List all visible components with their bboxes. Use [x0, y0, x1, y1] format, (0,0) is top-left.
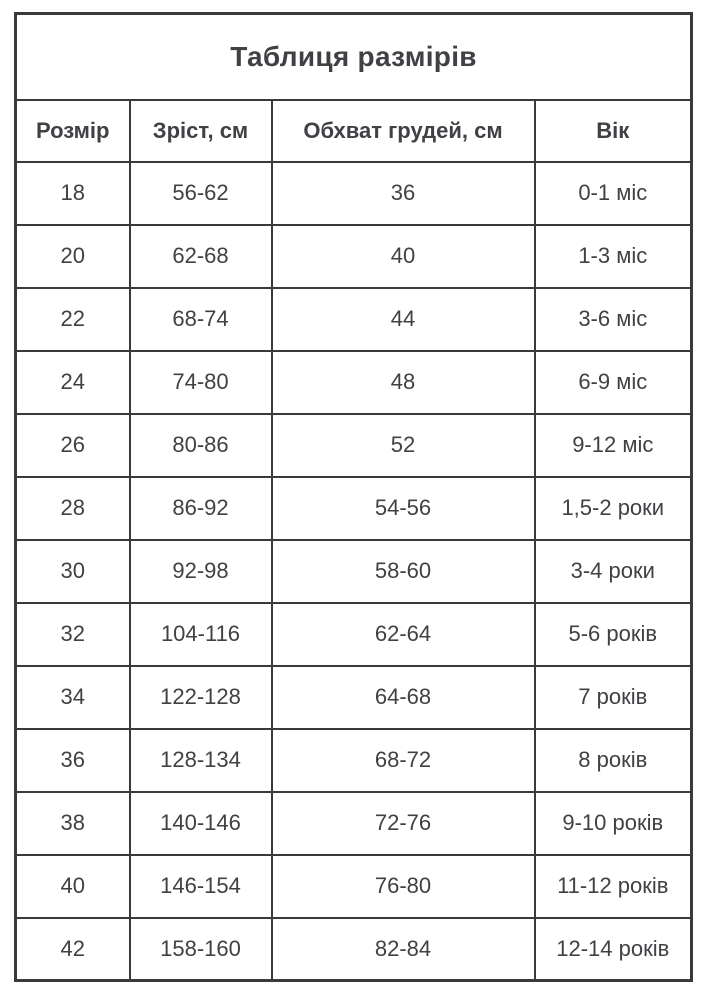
table-row: 20 62-68 40 1-3 міс	[14, 223, 693, 289]
cell-height: 128-134	[128, 727, 273, 793]
table-row: 34 122-128 64-68 7 років	[14, 664, 693, 730]
cell-height: 62-68	[128, 223, 273, 289]
cell-size: 26	[14, 412, 131, 478]
cell-size: 18	[14, 160, 131, 226]
cell-chest: 36	[270, 160, 536, 226]
cell-age: 9-12 міс	[533, 412, 693, 478]
cell-size: 20	[14, 223, 131, 289]
cell-chest: 62-64	[270, 601, 536, 667]
cell-chest: 76-80	[270, 853, 536, 919]
table-header-row: Розмір Зріст, см Обхват грудей, см Вік	[14, 98, 693, 163]
cell-height: 86-92	[128, 475, 273, 541]
cell-age: 8 років	[533, 727, 693, 793]
table-row: 28 86-92 54-56 1,5-2 роки	[14, 475, 693, 541]
table-row: 36 128-134 68-72 8 років	[14, 727, 693, 793]
table-row: 22 68-74 44 3-6 міс	[14, 286, 693, 352]
cell-height: 140-146	[128, 790, 273, 856]
cell-height: 74-80	[128, 349, 273, 415]
cell-chest: 68-72	[270, 727, 536, 793]
cell-size: 36	[14, 727, 131, 793]
cell-size: 30	[14, 538, 131, 604]
cell-age: 12-14 років	[533, 916, 693, 982]
table-title: Таблиця размірів	[14, 12, 693, 101]
cell-height: 92-98	[128, 538, 273, 604]
cell-size: 40	[14, 853, 131, 919]
cell-height: 158-160	[128, 916, 273, 982]
cell-chest: 64-68	[270, 664, 536, 730]
table-row: 38 140-146 72-76 9-10 років	[14, 790, 693, 856]
cell-age: 1,5-2 роки	[533, 475, 693, 541]
cell-chest: 40	[270, 223, 536, 289]
cell-size: 24	[14, 349, 131, 415]
cell-age: 3-6 міс	[533, 286, 693, 352]
table-row: 18 56-62 36 0-1 міс	[14, 160, 693, 226]
table-title-row: Таблиця размірів	[14, 12, 693, 101]
cell-age: 6-9 міс	[533, 349, 693, 415]
cell-size: 32	[14, 601, 131, 667]
column-header-height: Зріст, см	[128, 98, 273, 163]
cell-chest: 48	[270, 349, 536, 415]
cell-size: 42	[14, 916, 131, 982]
table-row: 30 92-98 58-60 3-4 роки	[14, 538, 693, 604]
table-row: 40 146-154 76-80 11-12 років	[14, 853, 693, 919]
cell-age: 11-12 років	[533, 853, 693, 919]
cell-size: 38	[14, 790, 131, 856]
cell-height: 146-154	[128, 853, 273, 919]
cell-chest: 58-60	[270, 538, 536, 604]
cell-height: 56-62	[128, 160, 273, 226]
cell-size: 22	[14, 286, 131, 352]
column-header-age: Вік	[533, 98, 693, 163]
cell-height: 104-116	[128, 601, 273, 667]
column-header-chest: Обхват грудей, см	[270, 98, 536, 163]
cell-age: 9-10 років	[533, 790, 693, 856]
cell-size: 34	[14, 664, 131, 730]
cell-age: 3-4 роки	[533, 538, 693, 604]
cell-chest: 44	[270, 286, 536, 352]
cell-chest: 54-56	[270, 475, 536, 541]
cell-size: 28	[14, 475, 131, 541]
cell-height: 68-74	[128, 286, 273, 352]
cell-age: 7 років	[533, 664, 693, 730]
cell-chest: 72-76	[270, 790, 536, 856]
cell-chest: 52	[270, 412, 536, 478]
cell-age: 5-6 років	[533, 601, 693, 667]
table-row: 42 158-160 82-84 12-14 років	[14, 916, 693, 982]
table-row: 32 104-116 62-64 5-6 років	[14, 601, 693, 667]
cell-height: 80-86	[128, 412, 273, 478]
column-header-size: Розмір	[14, 98, 131, 163]
size-table: Таблиця размірів Розмір Зріст, см Обхват…	[14, 12, 694, 982]
cell-age: 1-3 міс	[533, 223, 693, 289]
cell-age: 0-1 міс	[533, 160, 693, 226]
cell-chest: 82-84	[270, 916, 536, 982]
table-row: 24 74-80 48 6-9 міс	[14, 349, 693, 415]
table-row: 26 80-86 52 9-12 міс	[14, 412, 693, 478]
cell-height: 122-128	[128, 664, 273, 730]
